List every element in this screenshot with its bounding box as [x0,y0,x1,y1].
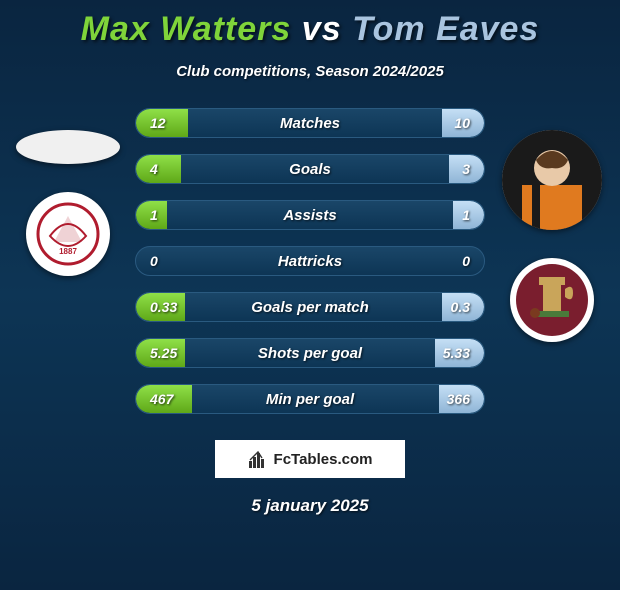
stat-label: Matches [196,115,424,132]
stat-value-left: 1 [136,207,196,223]
stat-row: 467Min per goal366 [135,384,485,414]
stat-row: 4Goals3 [135,154,485,184]
stat-value-right: 5.33 [424,345,484,361]
stat-row: 5.25Shots per goal5.33 [135,338,485,368]
stat-value-right: 10 [424,115,484,131]
fctables-label: FcTables.com [274,451,373,468]
stat-label: Shots per goal [196,345,424,362]
player2-name: Tom Eaves [352,10,539,48]
stat-value-right: 366 [424,391,484,407]
stat-value-left: 467 [136,391,196,407]
stat-value-left: 0 [136,253,196,269]
fctables-brand[interactable]: FcTables.com [215,440,405,478]
stat-label: Min per goal [196,391,424,408]
stat-label: Goals [196,161,424,178]
player2-avatar [502,130,602,230]
stat-value-right: 3 [424,161,484,177]
stat-label: Hattricks [196,253,424,270]
stats-table: 12Matches104Goals31Assists10Hattricks00.… [135,108,485,414]
stat-value-left: 5.25 [136,345,196,361]
player1-name: Max Watters [81,10,292,48]
stat-row: 0.33Goals per match0.3 [135,292,485,322]
stat-row: 0Hattricks0 [135,246,485,276]
stat-value-right: 0.3 [424,299,484,315]
stat-label: Assists [196,207,424,224]
player2-photo-icon [502,130,602,230]
subtitle: Club competitions, Season 2024/2025 [0,63,620,80]
stat-value-left: 0.33 [136,299,196,315]
player2-club-badge [510,258,594,342]
player1-club-badge: 1887 [26,192,110,276]
player2-column [492,130,612,342]
date-label: 5 january 2025 [0,496,620,516]
barnsley-badge-icon: 1887 [36,202,100,266]
stat-row: 1Assists1 [135,200,485,230]
northampton-badge-icon [515,263,589,337]
stat-row: 12Matches10 [135,108,485,138]
player1-column: 1887 [8,130,128,276]
svg-text:1887: 1887 [59,247,77,256]
fctables-logo-icon [248,449,268,469]
comparison-title: Max Watters vs Tom Eaves [0,10,620,49]
stat-label: Goals per match [196,299,424,316]
stat-value-right: 1 [424,207,484,223]
vs-text: vs [302,10,342,48]
stat-value-left: 12 [136,115,196,131]
player1-avatar [16,130,120,164]
stat-value-right: 0 [424,253,484,269]
stat-value-left: 4 [136,161,196,177]
